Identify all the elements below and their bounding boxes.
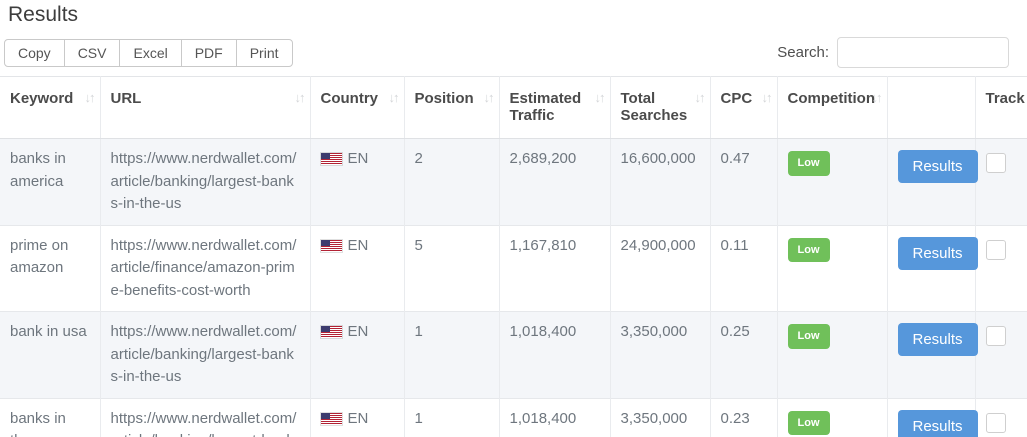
track-checkbox[interactable] <box>985 412 1006 433</box>
action-cell: Results <box>886 224 978 312</box>
excel-button[interactable]: Excel <box>119 38 182 67</box>
estimated-traffic-cell: 1,018,400 <box>498 397 610 437</box>
sort-icon: ↓↑ <box>294 90 306 105</box>
sort-icon: ↓↑ <box>388 90 400 105</box>
competition-badge: Low <box>787 324 830 349</box>
results-button[interactable]: Results <box>897 236 978 270</box>
position-cell: 2 <box>403 138 499 225</box>
column-header-keyword[interactable]: Keyword ↓↑ <box>0 76 100 139</box>
estimated-traffic-cell: 2,689,200 <box>498 138 610 225</box>
cpc-cell: 0.23 <box>709 397 777 437</box>
sort-icon: ↓↑ <box>871 90 883 105</box>
position-cell: 5 <box>403 224 499 312</box>
competition-badge: Low <box>787 410 830 435</box>
sort-icon: ↓↑ <box>483 90 495 105</box>
track-cell <box>974 224 1027 312</box>
track-checkbox[interactable] <box>985 153 1006 173</box>
competition-cell: Low <box>776 224 887 312</box>
us-flag-icon <box>320 153 342 165</box>
country-code: EN <box>347 323 369 340</box>
search-label: Search: <box>777 44 829 61</box>
column-header-cpc[interactable]: CPC ↓↑ <box>709 76 777 139</box>
cpc-cell: 0.11 <box>709 224 777 312</box>
sort-icon: ↓↑ <box>594 90 606 105</box>
country-code: EN <box>347 409 369 427</box>
column-header-url[interactable]: URL ↓↑ <box>99 76 310 139</box>
url-cell: https://www.nerdwallet.com/article/banki… <box>99 397 310 437</box>
competition-badge: Low <box>787 237 830 262</box>
us-flag-icon <box>320 326 342 338</box>
us-flag-icon <box>320 239 342 252</box>
header-row: Keyword ↓↑ URL ↓↑ Country ↓↑ Position ↓↑… <box>0 76 1027 139</box>
keyword-cell: bank in usa <box>0 311 100 398</box>
estimated-traffic-cell: 1,018,400 <box>498 311 610 398</box>
country-cell: EN <box>309 311 404 398</box>
export-button-group: Copy CSV Excel PDF Print <box>4 38 293 67</box>
results-button[interactable]: Results <box>897 150 978 183</box>
print-button[interactable]: Print <box>235 38 293 67</box>
estimated-traffic-cell: 1,167,810 <box>498 224 610 312</box>
page-title: Results <box>8 3 79 26</box>
track-cell <box>974 138 1027 225</box>
sort-icon: ↓↑ <box>761 90 773 105</box>
total-searches-cell: 3,350,000 <box>609 397 710 437</box>
results-button[interactable]: Results <box>897 409 978 437</box>
url-cell: https://www.nerdwallet.com/article/finan… <box>99 224 310 312</box>
table-toolbar: Copy CSV Excel PDF Print Search: <box>0 27 1027 76</box>
track-cell <box>974 397 1027 437</box>
search-control: Search: <box>777 37 1019 68</box>
copy-button[interactable]: Copy <box>4 38 65 67</box>
column-header-actions <box>886 76 975 139</box>
total-searches-cell: 16,600,000 <box>609 138 710 225</box>
column-header-competition[interactable]: Competition ↓↑ <box>776 76 887 139</box>
country-code: EN <box>347 150 369 167</box>
action-cell: Results <box>886 138 978 225</box>
competition-cell: Low <box>776 311 887 398</box>
keyword-cell: banks in the us <box>0 397 100 437</box>
column-header-total-searches[interactable]: Total Searches ↓↑ <box>609 76 710 139</box>
track-cell <box>974 311 1027 398</box>
country-cell: EN <box>309 224 404 312</box>
table-row: prime on amazon https://www.nerdwallet.c… <box>0 224 1027 312</box>
column-header-estimated-traffic[interactable]: Estimated Traffic ↓↑ <box>498 76 610 139</box>
action-cell: Results <box>886 311 978 398</box>
column-header-track: Track <box>974 76 1027 139</box>
country-cell: EN <box>309 138 404 225</box>
results-table: Keyword ↓↑ URL ↓↑ Country ↓↑ Position ↓↑… <box>0 76 1027 437</box>
total-searches-cell: 3,350,000 <box>609 311 710 398</box>
position-cell: 1 <box>403 311 499 398</box>
competition-cell: Low <box>776 138 887 225</box>
total-searches-cell: 24,900,000 <box>609 224 710 312</box>
competition-badge: Low <box>787 151 830 176</box>
keyword-cell: banks in america <box>0 138 100 225</box>
url-cell: https://www.nerdwallet.com/article/banki… <box>99 138 310 225</box>
country-cell: EN <box>309 397 404 437</box>
search-input[interactable] <box>837 37 1009 68</box>
track-checkbox[interactable] <box>985 326 1006 346</box>
track-checkbox[interactable] <box>985 239 1006 260</box>
table-row: banks in america https://www.nerdwallet.… <box>0 138 1027 225</box>
table-row: bank in usa https://www.nerdwallet.com/a… <box>0 311 1027 398</box>
cpc-cell: 0.25 <box>709 311 777 398</box>
competition-cell: Low <box>776 397 887 437</box>
action-cell: Results <box>886 397 978 437</box>
csv-button[interactable]: CSV <box>63 38 121 67</box>
results-button[interactable]: Results <box>897 323 978 356</box>
sort-icon: ↓↑ <box>694 90 706 105</box>
column-header-position[interactable]: Position ↓↑ <box>403 76 499 139</box>
table-row: banks in the us https://www.nerdwallet.c… <box>0 397 1027 437</box>
url-cell: https://www.nerdwallet.com/article/banki… <box>99 311 310 398</box>
cpc-cell: 0.47 <box>709 138 777 225</box>
column-header-country[interactable]: Country ↓↑ <box>309 76 404 139</box>
keyword-cell: prime on amazon <box>0 224 100 312</box>
country-code: EN <box>347 236 369 254</box>
sort-icon: ↓↑ <box>84 90 96 105</box>
position-cell: 1 <box>403 397 499 437</box>
pdf-button[interactable]: PDF <box>180 38 237 67</box>
us-flag-icon <box>320 412 342 425</box>
